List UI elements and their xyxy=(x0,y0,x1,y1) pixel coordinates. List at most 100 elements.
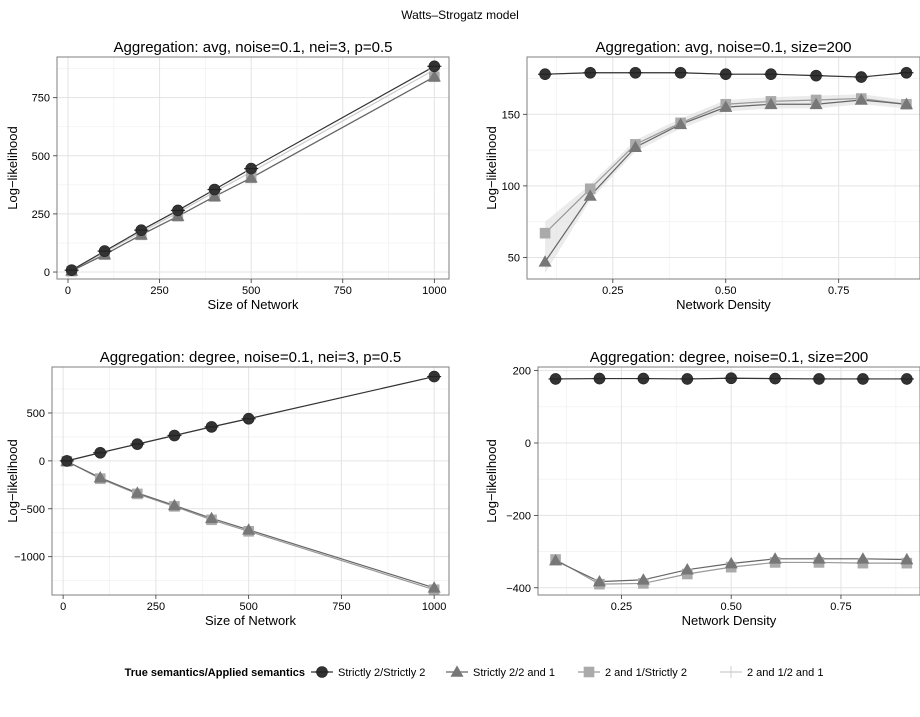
data-point-s1 xyxy=(167,429,182,442)
data-point-s2 xyxy=(680,563,694,575)
x-tick-label: 1000 xyxy=(422,285,446,297)
y-tick-label: 0 xyxy=(525,438,531,450)
data-point-s1 xyxy=(809,69,824,82)
legend-key xyxy=(583,666,595,678)
x-tick-label: 250 xyxy=(150,285,168,297)
data-point-s3 xyxy=(539,227,551,239)
x-tick-label: 0.50 xyxy=(720,601,741,613)
x-tick-label: 0 xyxy=(65,285,71,297)
data-point-s1 xyxy=(628,66,643,79)
chart-panel-2: 0.25 0.50 0.75 50 100 150 Aggregation: avg, no… xyxy=(484,39,920,312)
x-tick-label: 0.25 xyxy=(611,601,632,613)
x-tick-label: 500 xyxy=(242,285,260,297)
data-point-s1 xyxy=(718,68,733,80)
data-point-s2 xyxy=(208,189,222,202)
plot-border xyxy=(51,366,450,596)
plot-border xyxy=(56,56,450,280)
legend-label: Strictly 2/Strictly 2 xyxy=(338,667,425,679)
data-point-s2 xyxy=(205,511,219,524)
data-point-s1 xyxy=(812,373,827,385)
y-tick-label: −500 xyxy=(20,504,45,516)
x-tick-label: 250 xyxy=(147,601,165,613)
x-axis-label: Network Density xyxy=(676,297,771,312)
legend-key xyxy=(725,666,737,678)
data-point-s1 xyxy=(768,372,783,385)
x-tick-label: 750 xyxy=(334,285,352,297)
y-tick-label: −200 xyxy=(506,510,531,522)
legend: True semantics/Applied semantics Strictl… xyxy=(125,665,823,679)
data-point-s1 xyxy=(244,162,259,175)
data-point-s2 xyxy=(592,575,606,587)
data-point-s2 xyxy=(242,523,256,535)
legend-label: 2 and 1/2 and 1 xyxy=(747,667,823,679)
legend-entry-4: 2 and 1/2 and 1 xyxy=(720,666,823,679)
data-point-s2 xyxy=(167,498,181,511)
data-point-s2 xyxy=(764,97,778,110)
y-tick-label: 500 xyxy=(32,151,50,163)
x-tick-label: 500 xyxy=(239,601,257,613)
legend-key xyxy=(315,666,329,678)
data-point-s2 xyxy=(809,97,823,110)
panel-title: Aggregation: avg, noise=0.1, size=200 xyxy=(595,39,851,56)
data-point-s1 xyxy=(899,373,914,385)
chart-panel-1: 0 250 500 750 1000 0 250 500 750 Aggregation: avg… xyxy=(5,39,450,312)
data-point-s1 xyxy=(854,71,869,83)
figure-title: Watts–Strogatz model xyxy=(401,8,519,22)
x-axis-label: Network Density xyxy=(682,613,777,628)
data-point-s1 xyxy=(97,245,112,257)
y-tick-label: 0 xyxy=(39,456,45,468)
data-point-s1 xyxy=(592,372,607,385)
data-point-s1 xyxy=(241,412,256,425)
y-tick-label: −400 xyxy=(506,583,531,595)
x-axis-label: Size of Network xyxy=(207,297,299,312)
y-axis-label: Log−likelihood xyxy=(484,439,499,522)
data-point-s2 xyxy=(812,552,826,564)
plot-background xyxy=(538,367,920,595)
data-point-s2 xyxy=(854,93,868,105)
data-point-s2 xyxy=(768,552,782,564)
y-tick-label: 50 xyxy=(508,253,520,265)
plot-border xyxy=(537,366,920,596)
y-tick-label: 250 xyxy=(32,209,50,221)
legend-title: True semantics/Applied semantics xyxy=(125,667,305,679)
data-point-s2 xyxy=(900,552,914,565)
data-point-s2 xyxy=(628,140,642,153)
legend-label: 2 and 1/Strictly 2 xyxy=(605,667,687,679)
y-tick-label: 500 xyxy=(27,408,45,420)
data-point-s2 xyxy=(724,556,738,569)
data-point-s1 xyxy=(538,68,553,80)
legend-entry-1: Strictly 2/Strictly 2 xyxy=(311,666,425,679)
data-point-s2 xyxy=(549,554,563,566)
plot-background xyxy=(52,367,449,595)
data-point-s2 xyxy=(538,255,552,267)
data-point-s1 xyxy=(427,370,442,383)
data-point-s2 xyxy=(674,117,688,130)
data-point-s2 xyxy=(583,189,597,201)
data-point-s1 xyxy=(724,372,739,385)
y-axis-label: Log−likelihood xyxy=(484,126,499,209)
chart-panel-4: 0.25 0.50 0.75 −400 −200 0 200 Aggregation: deg… xyxy=(484,349,920,628)
legend-entry-2: Strictly 2/2 and 1 xyxy=(446,665,555,679)
x-tick-label: 0.50 xyxy=(715,285,736,297)
panel-title: Aggregation: degree, noise=0.1, size=200 xyxy=(590,349,869,366)
y-axis-label: Log−likelihood xyxy=(5,439,20,522)
data-point-s1 xyxy=(636,372,651,385)
legend-key xyxy=(450,665,464,677)
y-tick-label: 100 xyxy=(502,181,520,193)
data-point-s2 xyxy=(427,70,441,82)
y-tick-label: 150 xyxy=(502,109,520,121)
data-point-s2 xyxy=(856,552,870,564)
x-tick-label: 0.75 xyxy=(830,601,851,613)
legend-label: Strictly 2/2 and 1 xyxy=(473,667,555,679)
x-tick-label: 0.25 xyxy=(602,285,623,297)
data-point-s1 xyxy=(548,373,563,385)
data-point-s1 xyxy=(59,455,74,467)
data-point-s1 xyxy=(130,438,145,450)
data-point-s1 xyxy=(170,204,185,217)
panel-title: Aggregation: avg, noise=0.1, nei=3, p=0.… xyxy=(114,39,393,56)
data-point-s1 xyxy=(93,446,108,459)
data-point-s1 xyxy=(680,373,695,385)
legend-entry-3: 2 and 1/Strictly 2 xyxy=(578,666,687,679)
